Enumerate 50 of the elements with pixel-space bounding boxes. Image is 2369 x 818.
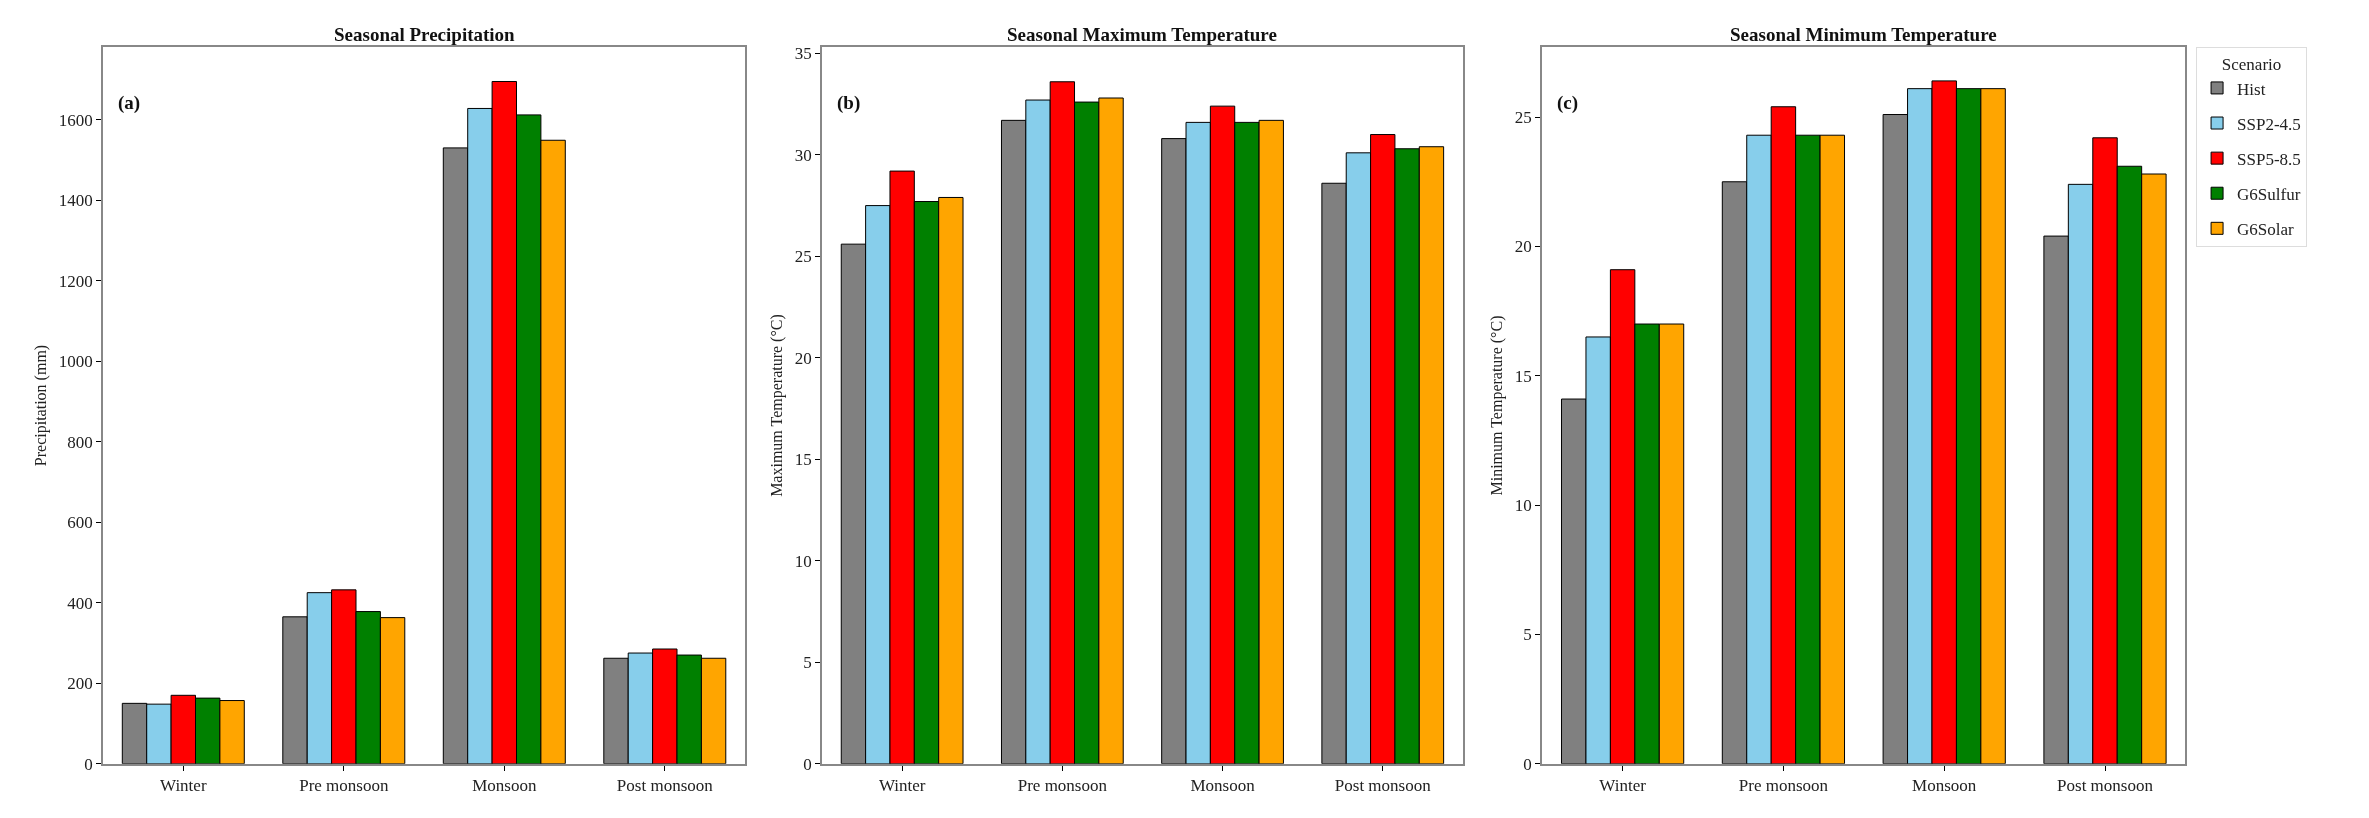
- y-axis-title: Maximum Temperature (°C): [768, 314, 787, 497]
- y-tick-label: 600: [67, 513, 93, 533]
- y-tick-label: 200: [67, 674, 93, 694]
- x-tick-label: Post monsoon: [2057, 776, 2154, 796]
- y-tick-label: 0: [84, 754, 93, 774]
- y-tick-label: 25: [1514, 108, 1532, 128]
- x-tick-label: Winter: [878, 776, 926, 796]
- chart-title: Seasonal Precipitation: [334, 24, 516, 45]
- x-tick-label: Post monsoon: [616, 776, 714, 796]
- y-axis-title: Precipitation (mm): [32, 344, 51, 467]
- annotation: (a): [118, 92, 141, 114]
- chart-title: Seasonal Minimum Temperature: [1730, 24, 1997, 45]
- y-tick-label: 35: [794, 44, 812, 64]
- y-tick-label: 1400: [58, 191, 93, 211]
- chart-title: Seasonal Maximum Temperature: [1007, 24, 1277, 45]
- y-tick-label: 10: [1514, 496, 1532, 516]
- y-tick-label: 5: [1523, 625, 1532, 645]
- y-tick-label: 1000: [58, 352, 93, 372]
- y-tick-label: 15: [794, 450, 812, 470]
- y-axis-title: Minimum Temperature (°C): [1488, 315, 1507, 496]
- x-tick-label: Winter: [160, 776, 207, 796]
- legend-label: SSP2-4.5: [2237, 114, 2301, 134]
- x-tick-label: Monsoon: [472, 776, 537, 796]
- y-tick-label: 30: [794, 145, 812, 165]
- annotation: (c): [1557, 92, 1579, 114]
- x-tick-label: Post monsoon: [1334, 776, 1432, 796]
- x-tick-label: Winter: [1599, 776, 1647, 796]
- y-tick-label: 10: [794, 551, 812, 571]
- y-tick-label: 20: [1514, 237, 1532, 257]
- legend-label: G6Sulfur: [2237, 184, 2301, 204]
- x-tick-label: Monsoon: [1190, 776, 1256, 796]
- y-tick-label: 25: [794, 247, 812, 267]
- annotation: (b): [837, 92, 861, 114]
- y-tick-label: 0: [803, 754, 812, 774]
- y-tick-label: 400: [67, 593, 93, 613]
- legend-label: G6Solar: [2237, 219, 2295, 239]
- x-tick-label: Pre monsoon: [1017, 776, 1108, 796]
- x-tick-label: Pre monsoon: [1738, 776, 1829, 796]
- y-tick-label: 0: [1523, 754, 1532, 774]
- y-tick-label: 15: [1514, 366, 1532, 386]
- x-tick-label: Monsoon: [1912, 776, 1977, 796]
- legend-title: Scenario: [2221, 55, 2282, 75]
- x-tick-label: Pre monsoon: [299, 776, 389, 796]
- y-tick-label: 1600: [58, 110, 93, 130]
- legend-label: Hist: [2237, 79, 2266, 99]
- y-tick-label: 20: [794, 348, 812, 368]
- legend-label: SSP5-8.5: [2237, 149, 2301, 169]
- y-tick-label: 1200: [58, 271, 93, 291]
- y-tick-label: 5: [803, 653, 812, 673]
- y-tick-label: 800: [67, 432, 93, 452]
